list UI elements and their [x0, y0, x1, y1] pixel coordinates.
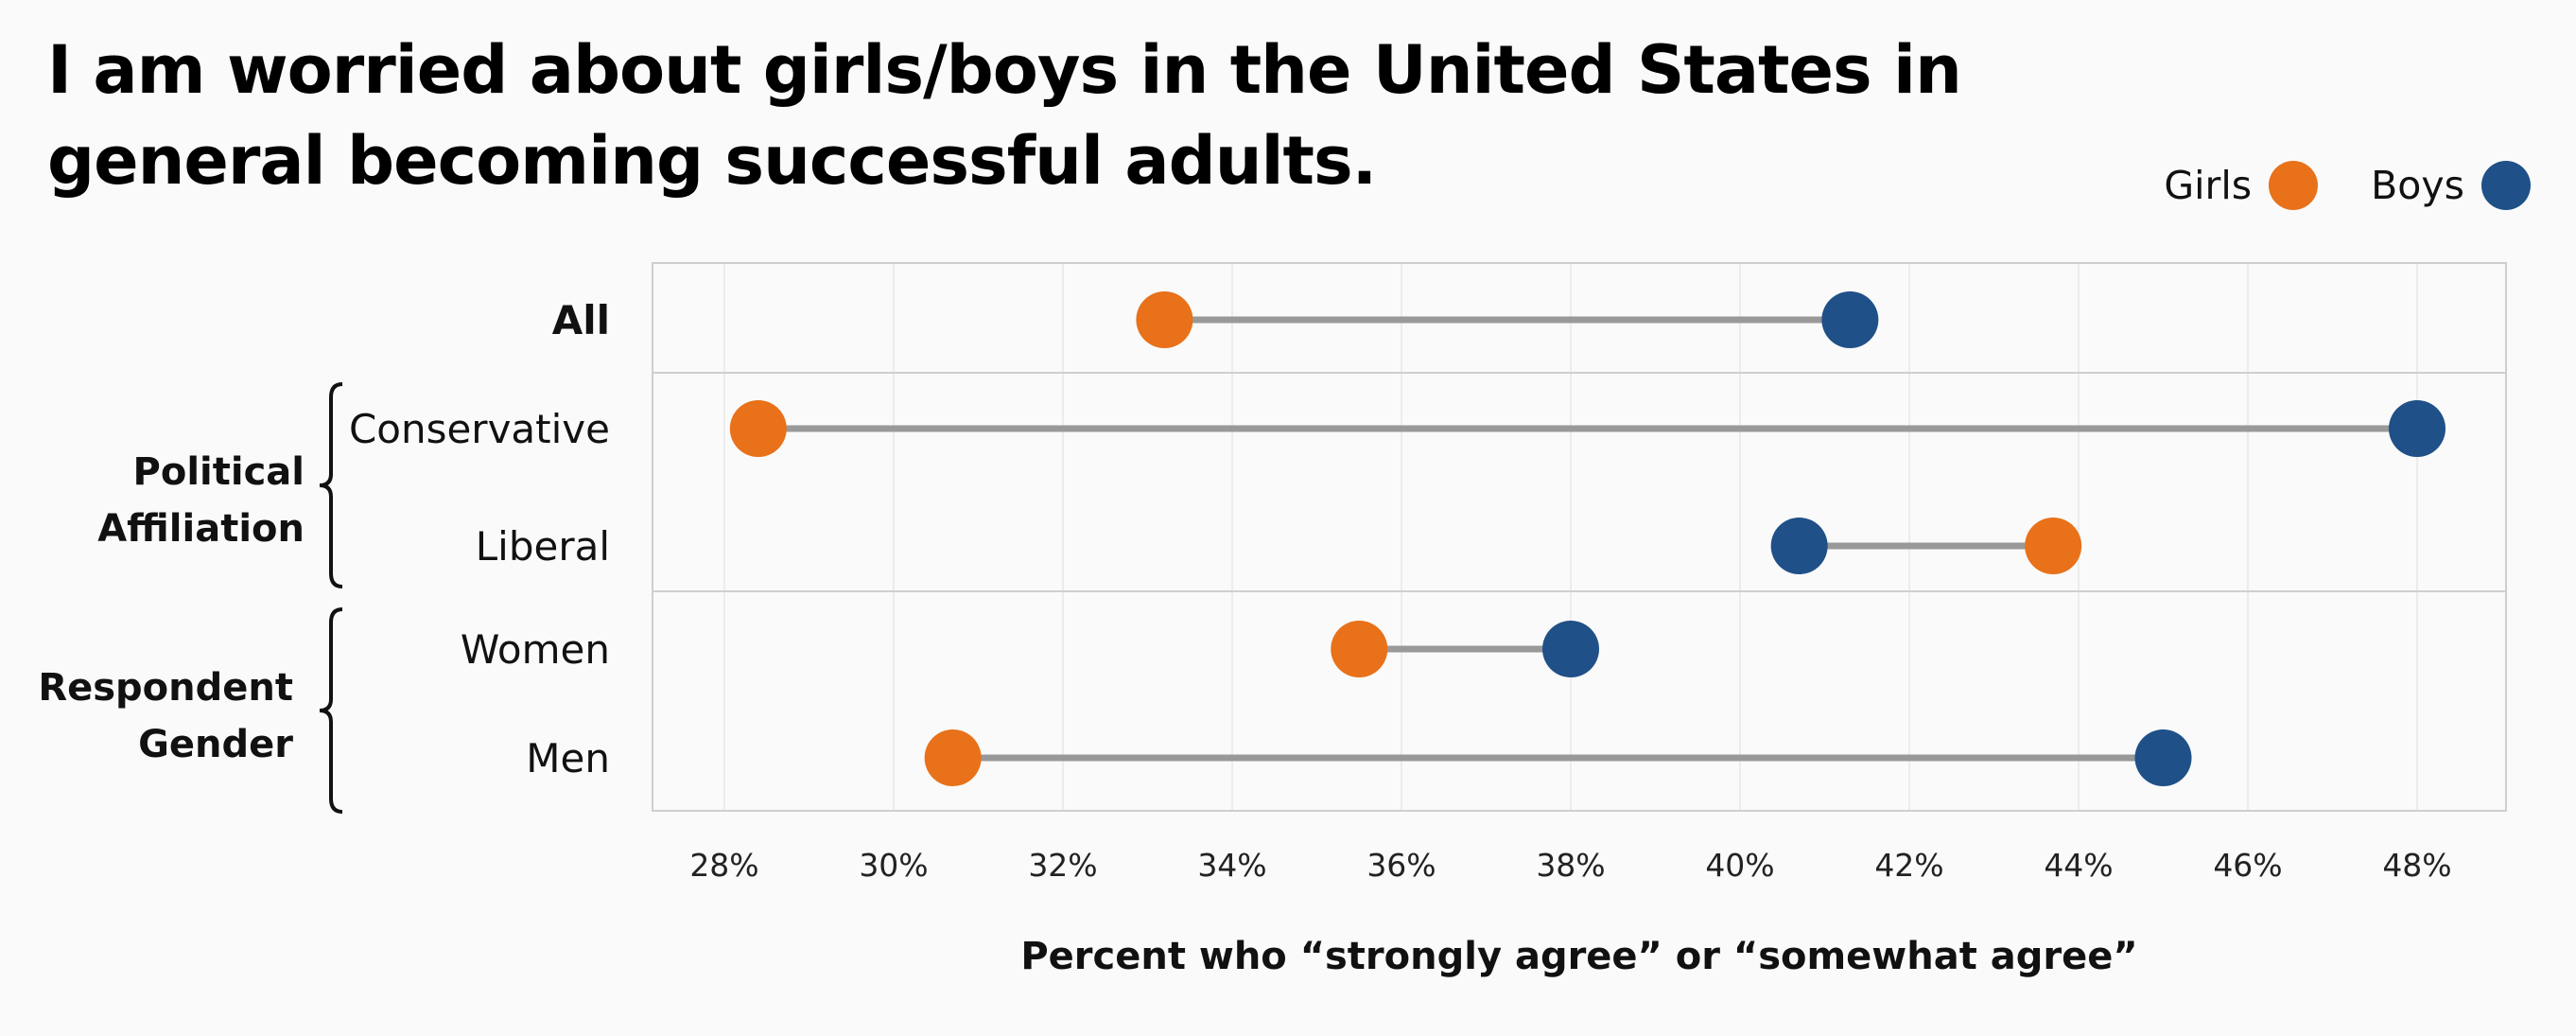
legend-label-boys: Boys	[2371, 163, 2464, 208]
group-brace-political-affiliation	[319, 382, 343, 588]
category-label-men: Men	[526, 735, 610, 781]
x-tick-label-34: 34%	[1197, 847, 1266, 884]
x-tick-label-32: 32%	[1028, 847, 1097, 884]
legend-item-boys: Boys	[2371, 161, 2531, 210]
category-label-liberal: Liberal	[476, 523, 610, 570]
category-labels: All Conservative Liberal Women Men	[349, 297, 610, 781]
x-tick-label-30: 30%	[859, 847, 928, 884]
connectors	[757, 316, 2417, 762]
x-axis-ticks: 28% 30% 32% 34% 36% 38% 40% 42% 44% 46% 48%	[689, 847, 2451, 884]
group-label-respondent-gender-line-2: Gender	[138, 723, 293, 766]
data-points	[729, 291, 2445, 786]
group-labels: Political Affiliation Respondent Gender	[38, 382, 343, 814]
dot-girls-men	[924, 729, 982, 786]
gridlines	[723, 263, 2418, 811]
dot-boys-conservative	[2389, 400, 2445, 457]
dot-girls-liberal	[2025, 518, 2082, 574]
x-axis-title: Percent who “strongly agree” or “somewha…	[1020, 935, 2137, 978]
dot-girls-all	[1136, 291, 1193, 348]
dot-girls-women	[1331, 621, 1388, 677]
plot-frame	[652, 262, 2507, 812]
dot-boys-men	[2134, 729, 2192, 786]
category-label-all: All	[552, 297, 610, 343]
x-tick-label-40: 40%	[1705, 847, 1774, 884]
x-tick-label-36: 36%	[1366, 847, 1436, 884]
x-tick-label-44: 44%	[2044, 847, 2113, 884]
x-tick-label-38: 38%	[1536, 847, 1605, 884]
legend-swatch-girls	[2269, 161, 2319, 210]
dot-boys-all	[1821, 291, 1879, 348]
chart-title: I am worried about girls/boys in the Uni…	[47, 31, 1962, 200]
group-label-political-affiliation-line-2: Affiliation	[97, 507, 305, 551]
group-label-political-affiliation-line-1: Political	[133, 450, 305, 494]
x-tick-label-48: 48%	[2382, 847, 2451, 884]
legend-swatch-boys	[2481, 161, 2531, 210]
category-label-women: Women	[461, 626, 610, 673]
dot-girls-conservative	[729, 400, 787, 457]
x-tick-label-46: 46%	[2213, 847, 2282, 884]
dot-boys-women	[1542, 621, 1599, 677]
legend-label-girls: Girls	[2164, 163, 2253, 208]
x-tick-label-28: 28%	[689, 847, 758, 884]
legend: Girls Boys	[2111, 159, 2531, 212]
group-brace-respondent-gender	[319, 607, 343, 814]
plot-border	[652, 262, 2507, 812]
dot-boys-liberal	[1770, 518, 1828, 574]
legend-item-girls: Girls	[2164, 161, 2319, 210]
group-label-respondent-gender-line-1: Respondent	[38, 666, 293, 710]
x-tick-label-42: 42%	[1874, 847, 1943, 884]
category-label-conservative: Conservative	[349, 406, 610, 452]
